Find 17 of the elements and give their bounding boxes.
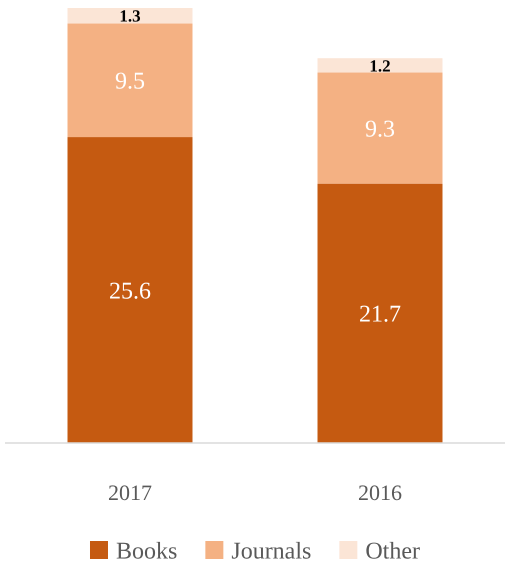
legend-label: Journals — [231, 538, 312, 564]
data-label: 9.5 — [115, 68, 145, 95]
legend-label: Books — [116, 538, 178, 564]
legend-label: Other — [365, 538, 420, 564]
bar — [68, 24, 192, 138]
bar — [68, 137, 192, 443]
x-tick-label: 2017 — [108, 480, 152, 505]
bar — [68, 8, 192, 24]
bar — [318, 184, 442, 443]
x-tick-label: 2016 — [358, 480, 402, 505]
data-label: 9.3 — [365, 116, 395, 143]
bar — [318, 58, 442, 73]
data-label: 21.7 — [359, 302, 401, 328]
data-label: 25.6 — [109, 278, 151, 304]
bar — [318, 72, 442, 184]
data-label: 1.2 — [369, 56, 391, 76]
data-label: 1.3 — [119, 6, 141, 26]
